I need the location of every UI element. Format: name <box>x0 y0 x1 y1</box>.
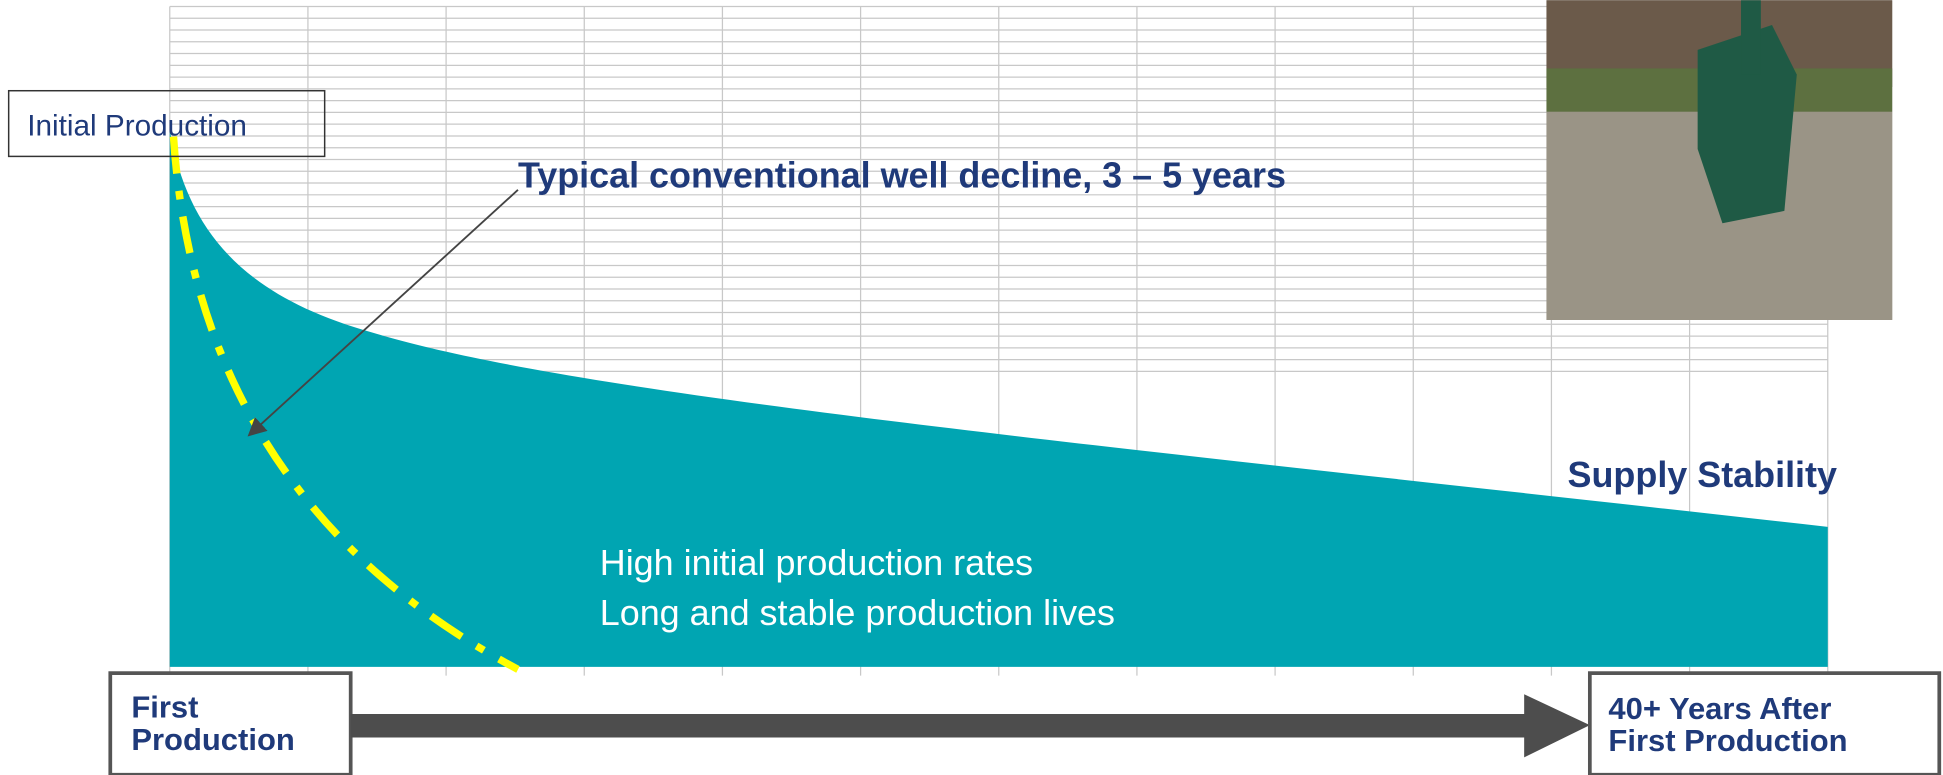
supply-stability-label: Supply Stability <box>1568 454 1837 495</box>
production-curve-area <box>169 130 1828 667</box>
callout-arrow <box>247 189 519 437</box>
end-box <box>1587 671 1942 775</box>
initial-production-box <box>7 89 326 158</box>
initial-production-label: Initial Production <box>27 109 247 142</box>
well-photo <box>1546 0 1893 320</box>
start-label: Production <box>131 722 294 757</box>
decline-label: Typical conventional well decline, 3 – 5… <box>518 154 1286 195</box>
end-label: 40+ Years After <box>1608 691 1831 726</box>
end-label: First Production <box>1608 723 1847 758</box>
benefit-label: High initial production rates <box>600 542 1033 583</box>
timeline-arrow <box>350 694 1590 758</box>
benefit-label: Long and stable production lives <box>600 592 1115 633</box>
start-label: First <box>131 690 198 725</box>
